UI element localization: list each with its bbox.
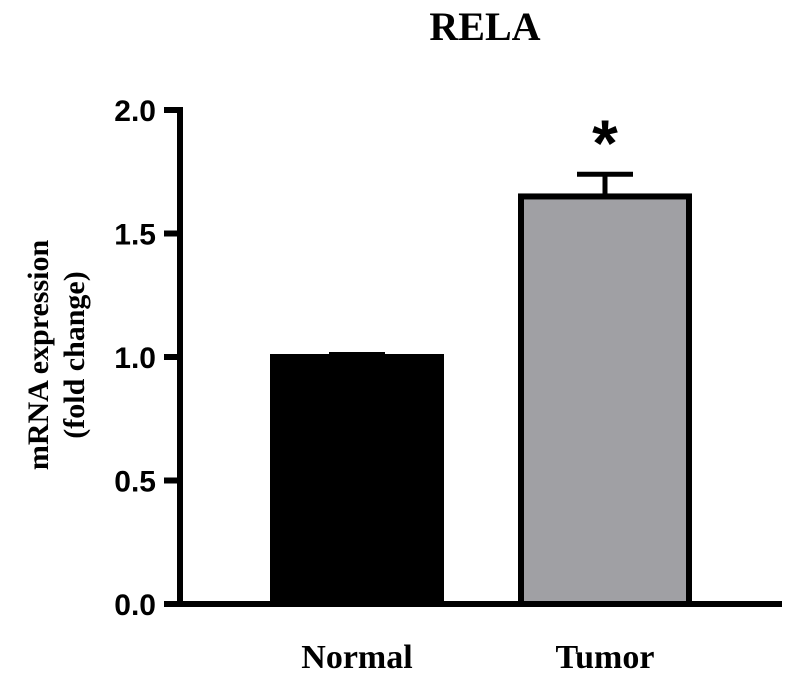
significance-marker-tumor: * xyxy=(592,106,618,180)
x-tick-label-tumor: Tumor xyxy=(556,639,655,676)
bar-tumor xyxy=(518,193,692,607)
y-axis-label-line2: (fold change) xyxy=(58,271,91,439)
chart-title: RELA xyxy=(429,4,540,49)
y-tick-label: 1.5 xyxy=(114,219,156,252)
y-tick-label: 0.5 xyxy=(114,466,156,499)
y-tick-label: 1.0 xyxy=(114,342,156,375)
y-tick-label: 0.0 xyxy=(114,589,156,622)
y-axis-label-line1: mRNA expression xyxy=(22,240,55,471)
bar-normal xyxy=(270,354,444,607)
y-axis-label: mRNA expression (fold change) xyxy=(22,240,91,471)
y-tick-label: 2.0 xyxy=(114,95,156,128)
x-tick-label-normal: Normal xyxy=(301,639,412,676)
plot-area: Normal * Tumor 0.0 0.5 1.0 1.5 2.0 xyxy=(114,95,782,676)
